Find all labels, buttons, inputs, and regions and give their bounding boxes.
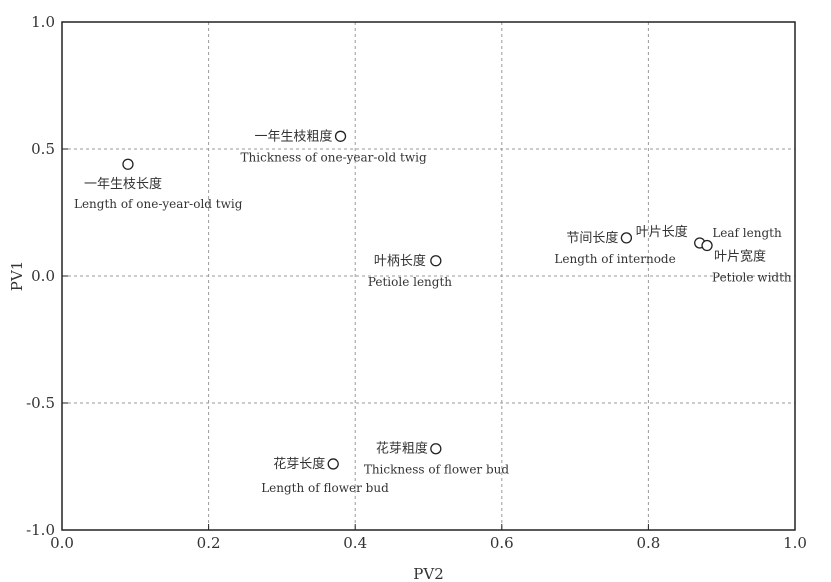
- x-tick-label: 0.6: [490, 534, 514, 552]
- point-label-cn: 一年生枝粗度: [255, 128, 333, 144]
- point-label-cn: 花芽长度: [273, 456, 325, 472]
- point-label-cn: 叶柄长度: [374, 253, 426, 269]
- data-point: [620, 232, 633, 244]
- point-label-en: Length of internode: [554, 252, 675, 266]
- y-tick-label: 1.0: [31, 13, 55, 31]
- data-points: 一年生枝长度 Length of one-year-old twig 一年生枝粗度 T…: [74, 128, 792, 495]
- data-point: [430, 443, 442, 455]
- data-point: [327, 458, 339, 470]
- point-label-en: Length of one-year-old twig: [74, 197, 243, 211]
- data-point: [701, 239, 713, 252]
- y-axis-title: PV1: [8, 261, 26, 291]
- point-label-en: Petiole width: [712, 271, 792, 285]
- point-label-en: Leaf length: [712, 226, 782, 240]
- point-label-cn: 节间长度: [566, 230, 618, 246]
- y-tick-label: 0.0: [31, 267, 55, 285]
- point-label-cn: 花芽粗度: [376, 441, 428, 457]
- x-tick-label: 0.4: [343, 534, 367, 552]
- point-label-cn: 叶片长度: [636, 224, 688, 240]
- point-label-cn: 一年生枝长度: [84, 176, 162, 192]
- point-label-en: Petiole length: [368, 275, 452, 289]
- data-point: [122, 158, 134, 170]
- point-label-cn: 叶片宽度: [714, 249, 766, 265]
- x-tick-label: 0.8: [636, 534, 660, 552]
- data-point: [430, 255, 442, 267]
- point-label-en: Thickness of one-year-old twig: [241, 150, 427, 164]
- x-tick-label: 0.2: [197, 534, 221, 552]
- x-tick-label: 0.0: [50, 534, 74, 552]
- y-tick-label: 0.5: [31, 140, 55, 158]
- grid: [62, 22, 795, 530]
- y-tick-label: -0.5: [26, 394, 55, 412]
- data-point: [334, 130, 347, 142]
- x-tick-label: 1.0: [783, 534, 807, 552]
- point-label-en: Thickness of flower bud: [364, 463, 510, 477]
- axis-ticks: 0.0 0.2 0.4 0.6 0.8 1.0 1.0 0.5 0.0 -0.5 -1.0: [26, 13, 807, 552]
- point-label-en: Length of flower bud: [261, 481, 389, 495]
- y-tick-label: -1.0: [26, 521, 55, 539]
- x-axis-title: PV2: [413, 565, 443, 582]
